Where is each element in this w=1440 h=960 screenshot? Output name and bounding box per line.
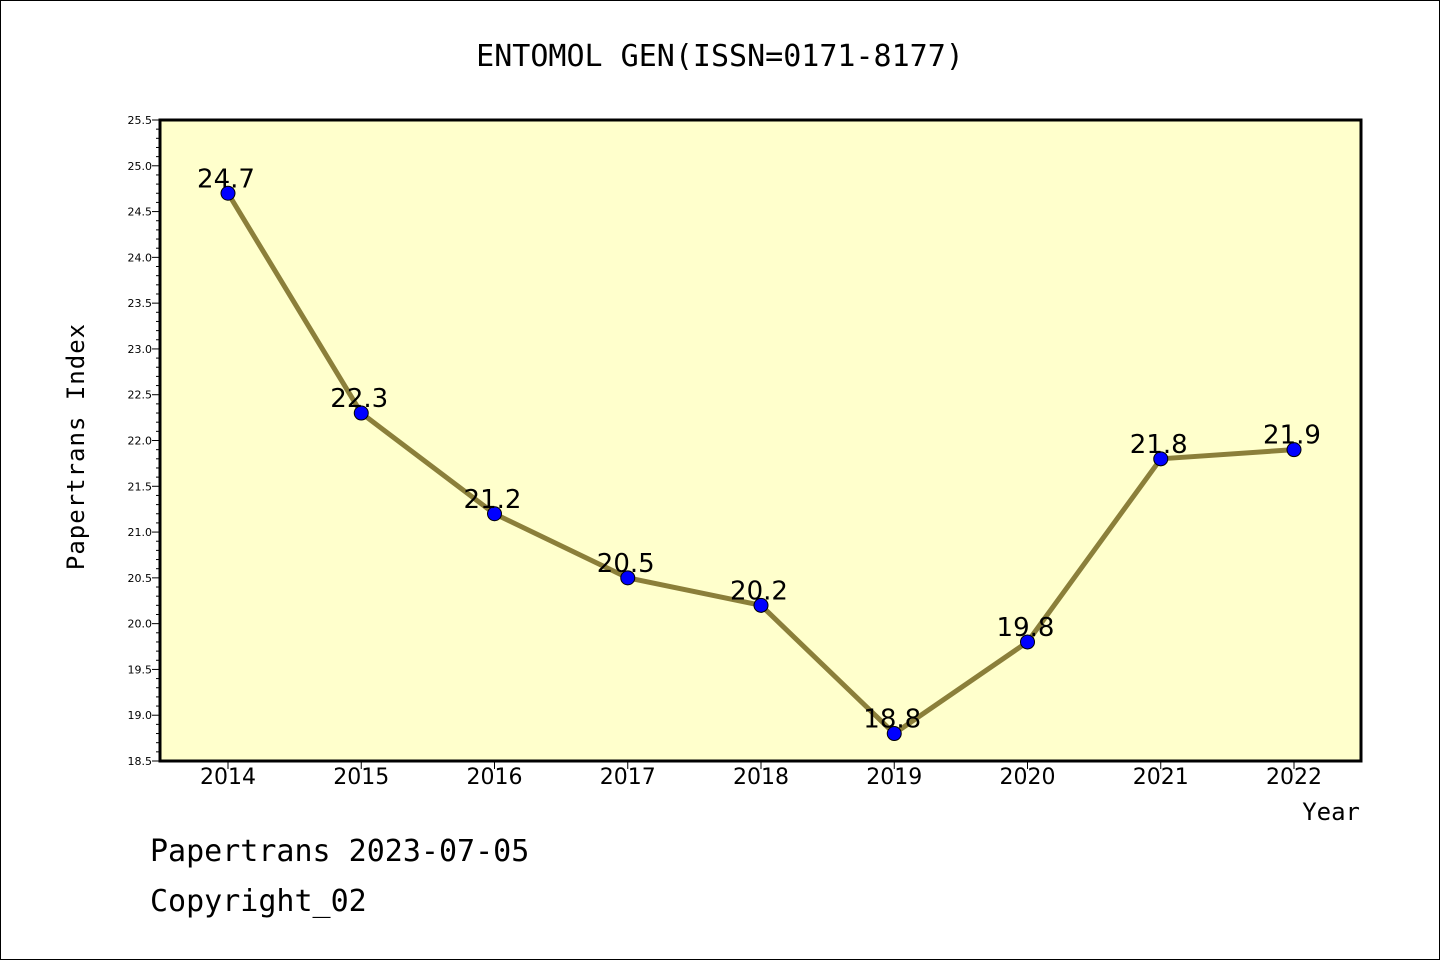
data-point xyxy=(886,726,902,742)
y-axis-label: Papertrans Index xyxy=(62,323,90,570)
x-tick-label: 2021 xyxy=(1133,765,1189,790)
data-label: 18.8 xyxy=(863,705,921,735)
data-label: 21.8 xyxy=(1130,430,1188,460)
x-axis: 2014 2015 2016 2017 2018 2019 2020 2021 2022 xyxy=(200,761,1322,790)
x-axis-label: Year xyxy=(1302,798,1360,826)
y-tick-label: 25.0 xyxy=(128,160,153,173)
y-tick-label: 24.5 xyxy=(128,206,153,219)
x-tick-label: 2014 xyxy=(200,765,256,790)
data-label: 24.7 xyxy=(197,164,255,194)
x-tick-label: 2017 xyxy=(600,765,656,790)
y-tick-label: 20.5 xyxy=(128,572,153,585)
data-labels: 24.7 22.3 21.2 20.5 20.2 18.8 19.8 21.8 21.9 xyxy=(197,164,1321,734)
y-tick-label: 23.0 xyxy=(128,343,153,356)
y-axis: 18.5 19.0 19.5 20.0 20.5 21.0 21.5 22.0 22.5 23.0… xyxy=(128,114,160,768)
data-points xyxy=(220,185,1302,742)
y-tick-label: 22.5 xyxy=(128,389,153,402)
y-tick-label: 19.0 xyxy=(128,709,153,722)
data-point xyxy=(220,185,236,201)
data-point xyxy=(1153,451,1169,467)
x-tick-label: 2020 xyxy=(1000,765,1056,790)
y-tick-label: 19.5 xyxy=(128,663,153,676)
data-point xyxy=(353,405,369,421)
data-label: 20.5 xyxy=(597,549,655,579)
footer-copyright: Copyright_02 xyxy=(150,884,367,919)
data-point xyxy=(1020,634,1035,650)
data-point xyxy=(487,506,502,522)
y-tick-label: 23.5 xyxy=(128,297,153,310)
data-point xyxy=(620,570,636,586)
y-tick-label: 24.0 xyxy=(128,251,153,264)
data-label: 19.8 xyxy=(997,613,1055,643)
x-tick-label: 2018 xyxy=(733,765,789,790)
y-tick-label: 22.0 xyxy=(128,435,153,448)
plot-border xyxy=(158,118,1363,763)
data-label: 21.2 xyxy=(464,485,522,515)
chart-title: ENTOMOL GEN(ISSN=0171-8177) xyxy=(476,39,964,74)
x-tick-label: 2015 xyxy=(333,765,389,790)
data-point xyxy=(1286,442,1302,458)
x-tick-label: 2016 xyxy=(467,765,523,790)
data-label: 22.3 xyxy=(330,384,388,414)
y-tick-label: 18.5 xyxy=(128,755,153,768)
y-tick-label: 25.5 xyxy=(128,114,153,127)
footer-date: Papertrans 2023-07-05 xyxy=(150,834,530,869)
x-tick-label: 2022 xyxy=(1266,765,1322,790)
y-tick-label: 21.0 xyxy=(128,526,153,539)
y-tick-label: 20.0 xyxy=(128,618,153,631)
data-label: 20.2 xyxy=(730,576,788,606)
x-tick-label: 2019 xyxy=(866,765,922,790)
data-label: 21.9 xyxy=(1263,421,1321,451)
data-point xyxy=(753,597,769,613)
y-tick-label: 21.5 xyxy=(128,480,153,493)
plot-area xyxy=(160,120,1361,761)
